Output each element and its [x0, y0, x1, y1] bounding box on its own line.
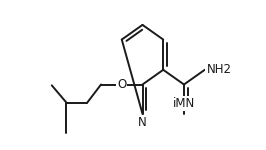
- Text: O: O: [117, 78, 126, 91]
- Text: iMN: iMN: [173, 97, 195, 110]
- Text: NH2: NH2: [206, 63, 231, 76]
- Text: N: N: [138, 116, 147, 129]
